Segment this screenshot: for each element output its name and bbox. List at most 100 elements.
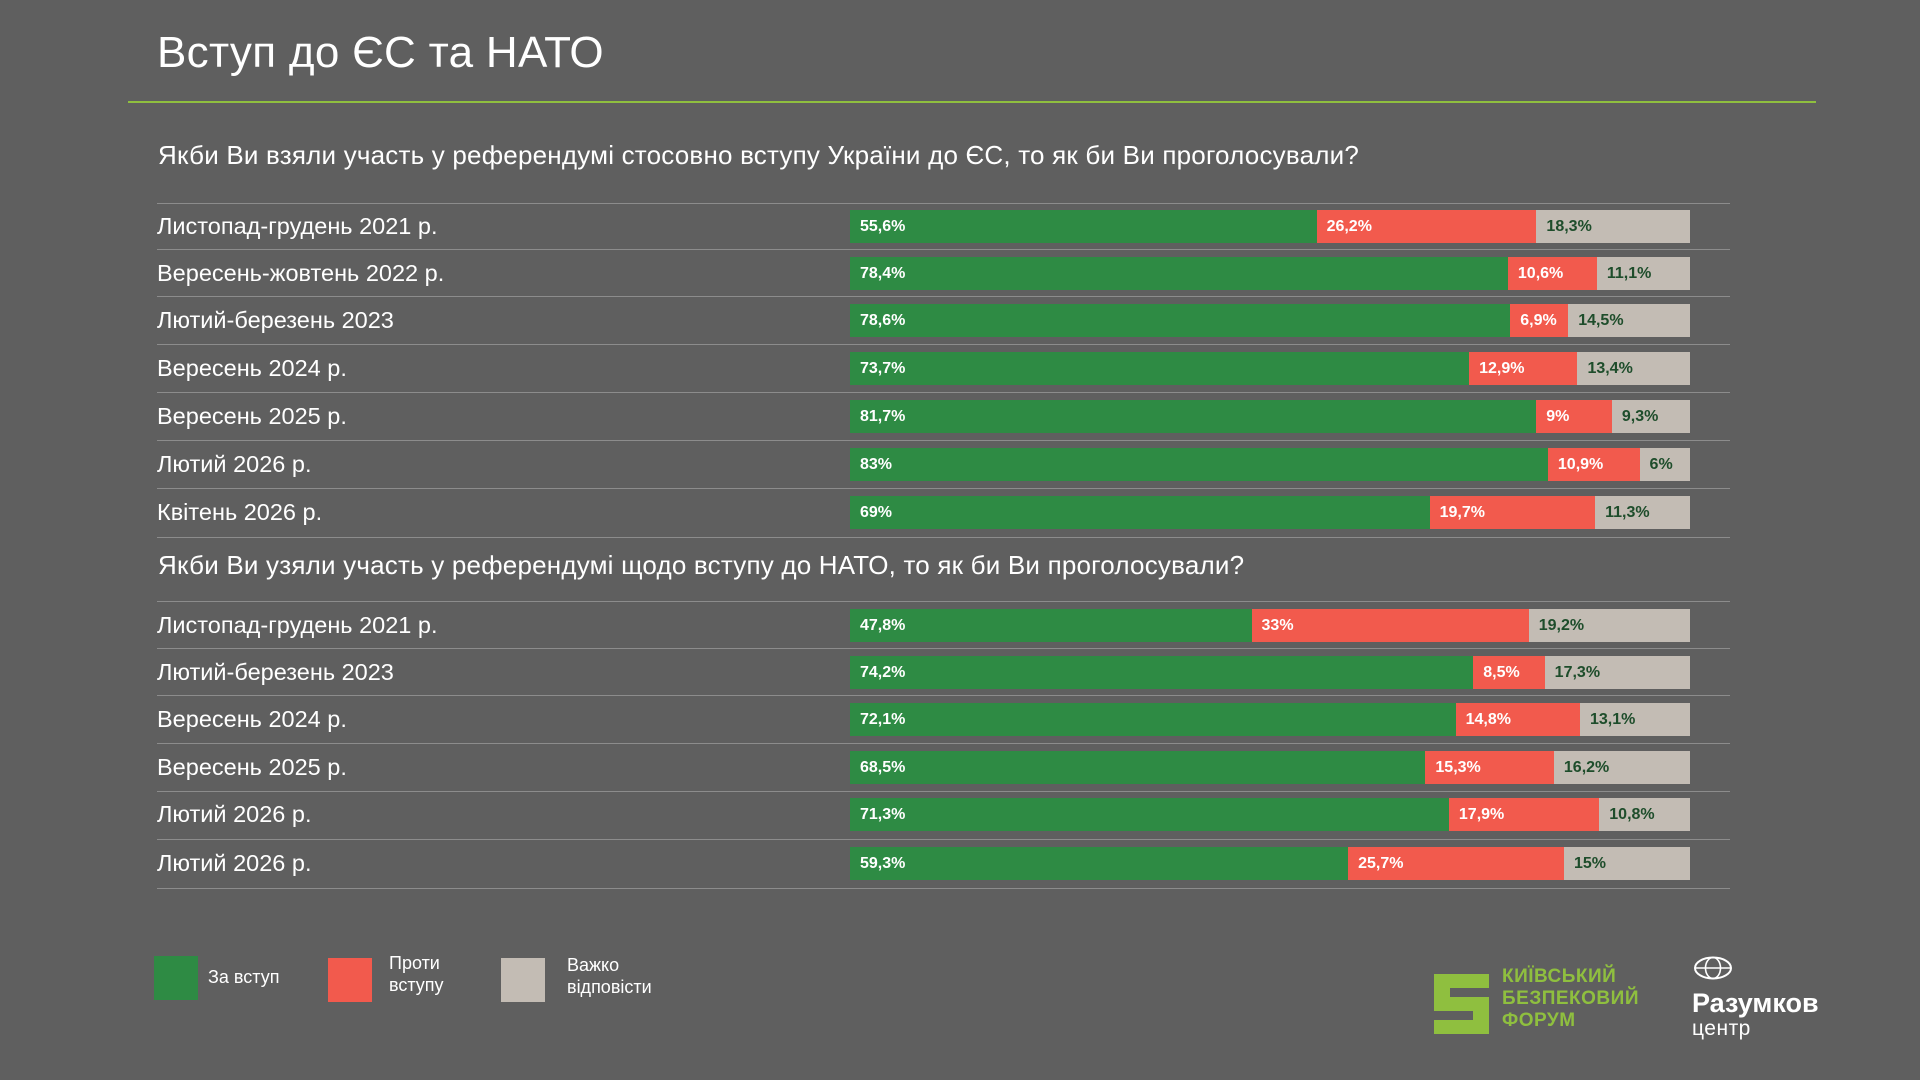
bar-segment-hard [1599, 798, 1690, 831]
bar-segment-hard [1564, 847, 1690, 880]
data-label-hard: 9,3% [1621, 408, 1659, 425]
data-label-against: 9% [1546, 408, 1570, 425]
bar-segment-against [1469, 352, 1578, 385]
kbf-logo-text: КИЇВСЬКИЙ БЕЗПЕКОВИЙ ФОРУМ [1502, 966, 1639, 1032]
legend-swatch-for [154, 956, 198, 1000]
data-label-against: 15,3% [1435, 759, 1481, 776]
chart-2-question: Якби Ви узяли участь у референдумі щодо … [158, 550, 1245, 580]
row-label: Вересень-жовтень 2022 р. [157, 260, 445, 286]
bar-segment-hard [1596, 257, 1690, 290]
data-label-for: 81,7% [860, 408, 906, 425]
row-divider [157, 839, 1730, 840]
row-divider [157, 743, 1730, 744]
legend-label-against: Проти вступу [389, 952, 444, 996]
row-label: Лютий 2026 р. [157, 451, 312, 477]
legend-label-hard-line1: Важко [567, 955, 620, 975]
bar-segment-for [850, 257, 1508, 290]
data-label-hard: 11,3% [1605, 504, 1650, 521]
kbf-logo-mark [1434, 974, 1489, 1034]
data-label-hard: 13,4% [1587, 360, 1633, 377]
kbf-logo-line1: КИЇВСЬКИЙ [1502, 966, 1617, 987]
data-label-for: 68,5% [860, 759, 906, 776]
bar-segment-against [1473, 656, 1545, 689]
row-label: Квітень 2026 р. [157, 499, 323, 525]
data-label-hard: 14,5% [1578, 312, 1624, 329]
data-label-against: 19,7% [1439, 504, 1485, 521]
legend-label-against-line2: вступу [389, 975, 444, 995]
row-label: Лютий 2026 р. [157, 850, 312, 876]
row-label: Вересень 2024 р. [157, 355, 347, 381]
data-label-for: 47,8% [860, 617, 906, 634]
data-label-for: 78,6% [860, 312, 906, 329]
data-label-for: 73,7% [860, 360, 906, 377]
page-title: Вступ до ЄС та НАТО [157, 28, 604, 77]
data-label-hard: 10,8% [1609, 806, 1655, 823]
data-label-hard: 6% [1649, 456, 1673, 473]
row-divider [157, 537, 1730, 538]
bar-segment-against [1455, 703, 1580, 736]
row-label: Лютий-березень 2023 [157, 307, 394, 333]
row-label: Вересень 2024 р. [157, 706, 347, 732]
bar-segment-against [1448, 798, 1600, 831]
data-label-hard: 11,1% [1606, 265, 1652, 282]
title-divider [128, 101, 1816, 103]
bar-segment-for [850, 448, 1548, 481]
bar-segment-for [850, 496, 1430, 529]
data-label-for: 55,6% [860, 218, 906, 235]
data-label-hard: 15% [1574, 855, 1607, 872]
row-divider [157, 601, 1730, 602]
bar-segment-for [850, 210, 1317, 243]
row-divider [157, 791, 1730, 792]
data-label-against: 10,9% [1557, 456, 1604, 473]
chart-1-question: Якби Ви взяли участь у референдумі стосо… [158, 140, 1360, 170]
bar-segment-hard [1577, 352, 1690, 385]
bar-segment-for [850, 798, 1449, 831]
bar-segment-against [1507, 257, 1597, 290]
data-label-for: 71,3% [860, 806, 906, 823]
razumkov-sub: центр [1692, 1017, 1751, 1040]
data-label-hard: 17,3% [1554, 664, 1601, 681]
data-label-hard: 18,3% [1546, 218, 1592, 235]
data-label-against: 8,5% [1483, 664, 1520, 681]
data-label-against: 14,8% [1465, 711, 1511, 728]
bar-segment-hard [1579, 703, 1690, 736]
bar-segment-for [850, 656, 1474, 689]
data-label-for: 74,2% [860, 664, 906, 681]
data-label-against: 12,9% [1479, 360, 1525, 377]
row-label: Лютий 2026 р. [157, 801, 312, 827]
row-label: Листопад-грудень 2021 р. [157, 213, 438, 239]
row-divider [157, 344, 1730, 345]
legend-swatch-hard [501, 958, 545, 1002]
bar-segment-for [850, 847, 1349, 880]
bar-segment-for [850, 609, 1252, 642]
data-label-against: 33% [1261, 617, 1294, 634]
bar-segment-hard [1528, 609, 1690, 642]
data-label-for: 83% [860, 456, 893, 473]
data-label-against: 25,7% [1358, 855, 1404, 872]
data-label-against: 17,9% [1458, 806, 1505, 823]
bar-segment-hard [1611, 400, 1690, 433]
kbf-logo-line3: ФОРУМ [1502, 1010, 1576, 1031]
legend-label-hard-line2: відповісти [567, 977, 652, 997]
bar-segment-against [1536, 400, 1612, 433]
row-divider [157, 203, 1730, 204]
bar-segment-for [850, 751, 1426, 784]
bar-segment-against [1425, 751, 1554, 784]
row-divider [157, 392, 1730, 393]
bar-segment-hard [1595, 496, 1690, 529]
row-divider [157, 440, 1730, 441]
bar-segment-hard [1568, 304, 1690, 337]
row-label: Вересень 2025 р. [157, 403, 347, 429]
bar-segment-for [850, 400, 1537, 433]
bar-segment-hard [1536, 210, 1690, 243]
legend-label-against-line1: Проти [389, 953, 440, 973]
bar-segment-hard [1553, 751, 1690, 784]
bar-segment-against [1348, 847, 1564, 880]
data-label-for: 69% [860, 504, 893, 521]
data-label-hard: 19,2% [1538, 617, 1585, 634]
row-label: Лютий-березень 2023 [157, 659, 394, 685]
legend-swatch-against [328, 958, 372, 1002]
data-label-for: 72,1% [860, 711, 906, 728]
data-label-against: 10,6% [1517, 265, 1564, 282]
row-label: Вересень 2025 р. [157, 754, 347, 780]
